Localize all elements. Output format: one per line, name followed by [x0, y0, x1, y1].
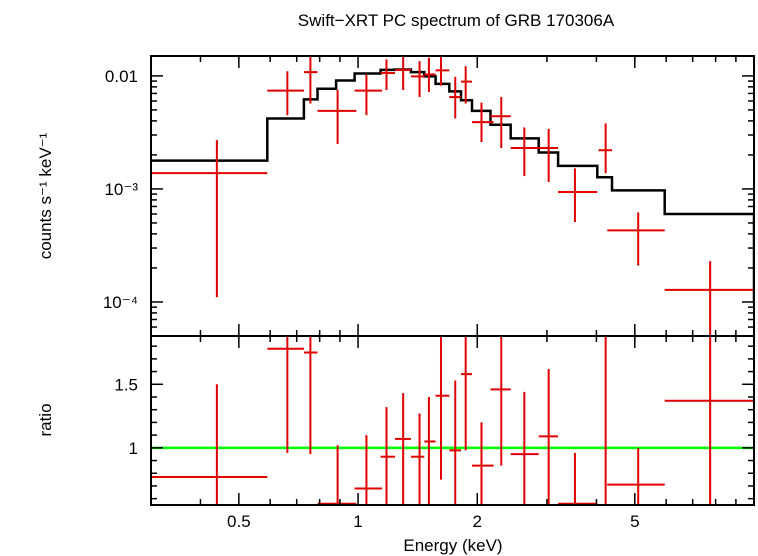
ratio-point-7 [410, 413, 425, 505]
spectrum-point-12 [471, 102, 494, 143]
spectrum-point-9 [435, 56, 450, 86]
ratio-x-ticks: 0.5 1 2 5 [150, 336, 755, 531]
spectrum-point-10 [449, 76, 462, 119]
ratio-point-8 [424, 396, 436, 505]
spectrum-y-tick-label: 10⁻³ [104, 180, 138, 199]
ratio-point-13 [490, 336, 511, 466]
spectrum-point-16 [558, 168, 598, 222]
x-tick-label: 1 [353, 512, 362, 531]
ratio-point-0 [151, 384, 268, 505]
ratio-point-15 [538, 369, 559, 505]
ratio-point-18 [607, 447, 665, 505]
spectrum-point-8 [424, 57, 436, 93]
spectrum-data-points [151, 56, 754, 336]
spectrum-point-19 [664, 261, 754, 336]
ratio-y-tick-label: 1.5 [114, 375, 138, 394]
ratio-point-16 [558, 452, 598, 505]
ratio-y-axis-label: ratio [36, 403, 55, 436]
spectrum-point-18 [607, 212, 665, 266]
spectrum-y-ticks: 0.01 10⁻³ 10⁻⁴ [103, 67, 754, 337]
spectrum-point-3 [317, 90, 357, 144]
ratio-panel: 11.5 0.5 1 2 5 ratio Energy (keV) [36, 335, 755, 555]
ratio-data-points [151, 336, 754, 505]
spectrum-y-axis-label: counts s⁻¹ keV⁻¹ [36, 132, 55, 259]
ratio-y-tick-label: 1 [129, 439, 138, 458]
ratio-point-2 [303, 336, 318, 455]
ratio-point-14 [510, 391, 539, 505]
ratio-y-ticks: 11.5 [114, 345, 754, 500]
ratio-point-12 [471, 422, 494, 505]
x-axis-label: Energy (keV) [403, 536, 502, 555]
ratio-panel-frame [150, 335, 755, 506]
ratio-point-1 [267, 336, 304, 453]
spectrum-panel: 0.01 10⁻³ 10⁻⁴ counts s⁻¹ keV⁻¹ [36, 55, 755, 337]
x-tick-label: 5 [630, 512, 639, 531]
spectrum-y-tick-label: 0.01 [105, 67, 138, 86]
ratio-point-19 [664, 336, 754, 505]
x-tick-label: 2 [473, 512, 482, 531]
model-step-line [151, 68, 754, 304]
spectrum-point-6 [395, 56, 411, 91]
ratio-point-17 [598, 336, 613, 505]
model-step-path [151, 68, 754, 304]
spectrum-point-2 [303, 56, 318, 104]
ratio-point-3 [317, 445, 357, 505]
ratio-point-10 [449, 380, 462, 505]
spectrum-point-7 [410, 61, 425, 98]
chart-title: Swift−XRT PC spectrum of GRB 170306A [298, 11, 615, 30]
spectrum-point-11 [461, 66, 472, 104]
spectrum-point-17 [598, 123, 613, 174]
spectrum-point-0 [151, 140, 268, 298]
ratio-point-5 [380, 407, 396, 505]
ratio-point-4 [354, 435, 383, 505]
spectrum-point-5 [380, 59, 396, 91]
spectrum-point-4 [354, 74, 383, 116]
x-tick-label: 0.5 [227, 512, 251, 531]
ratio-point-9 [435, 336, 450, 480]
spectrum-y-tick-label: 10⁻⁴ [103, 293, 138, 312]
ratio-point-6 [395, 393, 411, 505]
spectrum-point-14 [510, 127, 539, 177]
ratio-point-11 [461, 336, 472, 451]
spectrum-point-15 [538, 128, 559, 183]
spectrum-point-1 [267, 71, 304, 116]
spectrum-point-13 [490, 97, 511, 149]
